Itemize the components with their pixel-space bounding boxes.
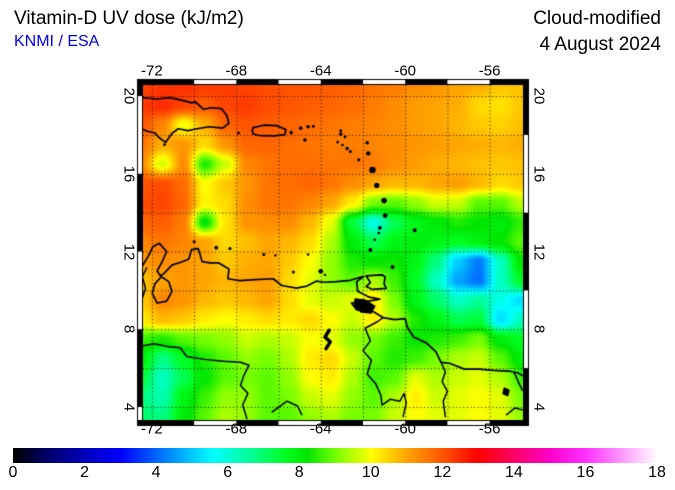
lon-tick-label-top: -60 — [394, 62, 417, 80]
lat-tick-label-left: 8 — [120, 325, 138, 334]
lon-tick-label-bottom: -68 — [225, 420, 248, 438]
lon-tick-label-bottom: -56 — [478, 420, 501, 438]
lon-tick-label-top: -68 — [225, 62, 248, 80]
lon-tick-label-bottom: -60 — [394, 420, 417, 438]
colorbar-tick-label: 16 — [576, 464, 595, 481]
lat-tick-label-left: 20 — [120, 87, 138, 105]
credit-label: KNMI / ESA — [14, 33, 100, 50]
colorbar-gradient — [13, 448, 658, 463]
colorbar-tick-label: 12 — [433, 464, 452, 481]
lat-tick-label-left: 4 — [120, 402, 138, 412]
date-label: 4 August 2024 — [539, 34, 662, 55]
lat-tick-label-right: 12 — [530, 243, 548, 260]
lat-tick-label-right: 4 — [530, 402, 548, 412]
lat-tick-label-right: 16 — [530, 165, 548, 183]
page-title: Vitamin-D UV dose (kJ/m2) — [14, 8, 244, 29]
lon-tick-label-top: -64 — [309, 62, 332, 80]
lon-tick-label-bottom: -64 — [309, 420, 332, 438]
colorbar-tick-label: 4 — [151, 464, 161, 481]
colorbar-tick-label: 18 — [648, 464, 666, 481]
mode-label: Cloud-modified — [533, 8, 661, 29]
lat-tick-label-left: 16 — [120, 165, 138, 183]
colorbar-tick-label: 10 — [361, 464, 380, 481]
lat-tick-label-left: 12 — [120, 243, 138, 260]
colorbar-tick-label: 8 — [294, 464, 304, 481]
lon-tick-label-bottom: -72 — [141, 420, 163, 438]
lon-tick-label-top: -56 — [478, 62, 501, 80]
lat-tick-label-right: 8 — [530, 325, 548, 334]
header-right: Cloud-modified 4 August 2024 — [533, 8, 661, 56]
colorbar-tick-label: 0 — [8, 464, 18, 481]
lat-tick-label-right: 20 — [530, 87, 548, 105]
uv-dose-map — [136, 78, 530, 427]
colorbar-tick-label: 6 — [223, 464, 233, 481]
colorbar-tick-label: 2 — [80, 464, 89, 481]
lon-tick-label-top: -72 — [141, 62, 163, 80]
colorbar-tick-label: 14 — [504, 464, 523, 481]
